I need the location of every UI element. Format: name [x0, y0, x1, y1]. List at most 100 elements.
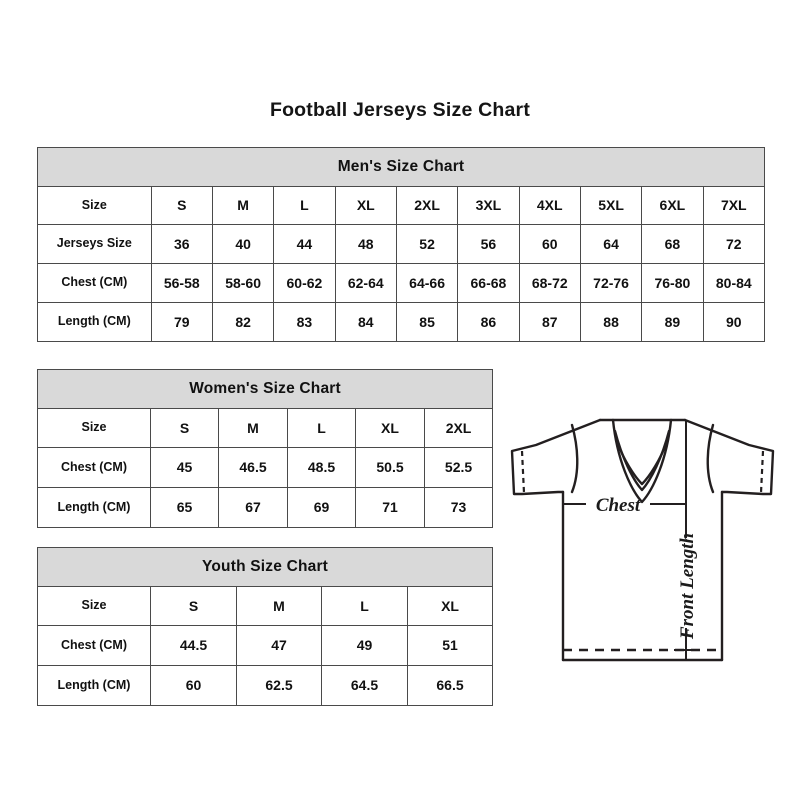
table-row: Jerseys Size 36 40 44 48 52 56 60 64 68 … — [37, 224, 766, 264]
column-header-s: S — [150, 408, 219, 448]
cell: 56-58 — [150, 263, 213, 303]
cell: 62-64 — [334, 263, 397, 303]
jersey-outline-icon — [510, 418, 775, 662]
cell: 66-68 — [457, 263, 520, 303]
page-title: Football Jerseys Size Chart — [269, 99, 531, 121]
table-header-row: Size S M L XL — [37, 586, 494, 626]
cell: 44.5 — [150, 625, 237, 666]
column-header-m: M — [236, 586, 322, 626]
cell: 44 — [273, 224, 336, 264]
cell: 88 — [579, 302, 643, 342]
row-label-jerseys-size: Jerseys Size — [37, 224, 152, 264]
column-header-3xl: 3XL — [457, 186, 520, 225]
column-header-5xl: 5XL — [579, 186, 643, 225]
cell: 72 — [702, 224, 766, 264]
cell: 79 — [150, 302, 213, 342]
front-length-measure-line-icon — [674, 420, 698, 660]
jersey-measurement-diagram: Chest Front Length — [500, 398, 785, 693]
cell: 49 — [321, 625, 408, 666]
cell: 71 — [355, 487, 425, 528]
mens-table-title: Men's Size Chart — [37, 147, 765, 187]
cell: 89 — [641, 302, 704, 342]
left-cuff-dashed-line — [520, 450, 526, 494]
womens-table-title: Women's Size Chart — [36, 369, 494, 409]
youth-size-chart-table: Youth Size Chart Size S M L XL Chest (CM… — [36, 547, 494, 706]
column-header-s: S — [150, 186, 213, 225]
womens-size-chart-table: Women's Size Chart Size S M L XL 2XL Che… — [36, 369, 494, 528]
cell: 58-60 — [211, 263, 275, 303]
chest-label: Chest — [596, 495, 641, 516]
column-header-m: M — [211, 186, 275, 225]
cell: 64 — [579, 224, 643, 264]
column-header-6xl: 6XL — [641, 186, 704, 225]
row-label-chest-cm: Chest (CM) — [37, 447, 151, 488]
cell: 51 — [406, 625, 494, 666]
right-cuff-dashed-line — [759, 450, 765, 494]
front-length-label: Front Length — [677, 533, 698, 640]
table-title-row: Men's Size Chart — [37, 147, 765, 187]
cell: 80-84 — [702, 263, 766, 303]
mens-size-chart-table: Men's Size Chart Size S M L XL 2XL 3XL 4… — [37, 147, 766, 342]
column-header-2xl: 2XL — [423, 408, 494, 448]
cell: 47 — [236, 625, 322, 666]
row-label-chest-cm: Chest (CM) — [37, 625, 151, 666]
table-row: Chest (CM) 56-58 58-60 60-62 62-64 64-66… — [37, 263, 766, 303]
cell: 66.5 — [406, 665, 494, 706]
cell: 64-66 — [395, 263, 459, 303]
cell: 68-72 — [518, 263, 581, 303]
cell: 62.5 — [236, 665, 322, 706]
cell: 48 — [334, 224, 397, 264]
cell: 85 — [395, 302, 459, 342]
table-header-row: Size S M L XL 2XL 3XL 4XL 5XL 6XL 7XL — [37, 186, 766, 225]
cell: 46.5 — [218, 447, 288, 488]
table-title-row: Women's Size Chart — [36, 369, 494, 409]
column-header-xl: XL — [406, 586, 494, 626]
cell: 52.5 — [423, 447, 494, 488]
cell: 84 — [334, 302, 397, 342]
row-label-length-cm: Length (CM) — [37, 487, 151, 528]
cell: 52 — [395, 224, 459, 264]
column-header-l: L — [287, 408, 356, 448]
cell: 72-76 — [579, 263, 643, 303]
cell: 73 — [423, 487, 494, 528]
table-row: Chest (CM) 44.5 47 49 51 — [37, 625, 494, 666]
column-header-xl: XL — [355, 408, 425, 448]
cell: 83 — [273, 302, 336, 342]
row-header-size: Size — [37, 408, 151, 448]
row-label-length-cm: Length (CM) — [37, 665, 151, 706]
cell: 56 — [457, 224, 520, 264]
cell: 82 — [211, 302, 275, 342]
row-label-length-cm: Length (CM) — [37, 302, 152, 342]
table-row: Length (CM) 60 62.5 64.5 66.5 — [37, 665, 494, 706]
column-header-xl: XL — [334, 186, 397, 225]
cell: 40 — [211, 224, 275, 264]
cell: 67 — [218, 487, 288, 528]
column-header-m: M — [218, 408, 288, 448]
table-header-row: Size S M L XL 2XL — [37, 408, 494, 448]
cell: 69 — [287, 487, 356, 528]
column-header-2xl: 2XL — [395, 186, 459, 225]
cell: 60 — [150, 665, 237, 706]
column-header-l: L — [273, 186, 336, 225]
cell: 48.5 — [287, 447, 356, 488]
cell: 45 — [150, 447, 219, 488]
column-header-l: L — [321, 586, 408, 626]
cell: 76-80 — [641, 263, 704, 303]
sleeve-cuff-dashed-lines-icon — [520, 450, 765, 494]
cell: 90 — [702, 302, 766, 342]
cell: 50.5 — [355, 447, 425, 488]
cell: 60 — [518, 224, 581, 264]
table-row: Length (CM) 79 82 83 84 85 86 87 88 89 9… — [37, 302, 766, 342]
cell: 36 — [150, 224, 213, 264]
cell: 60-62 — [273, 263, 336, 303]
column-header-7xl: 7XL — [702, 186, 766, 225]
cell: 65 — [150, 487, 219, 528]
cell: 64.5 — [321, 665, 408, 706]
cell: 68 — [641, 224, 704, 264]
row-header-size: Size — [37, 586, 151, 626]
table-row: Chest (CM) 45 46.5 48.5 50.5 52.5 — [37, 447, 494, 488]
table-title-row: Youth Size Chart — [36, 547, 494, 587]
cell: 87 — [518, 302, 581, 342]
cell: 86 — [457, 302, 520, 342]
column-header-4xl: 4XL — [518, 186, 581, 225]
